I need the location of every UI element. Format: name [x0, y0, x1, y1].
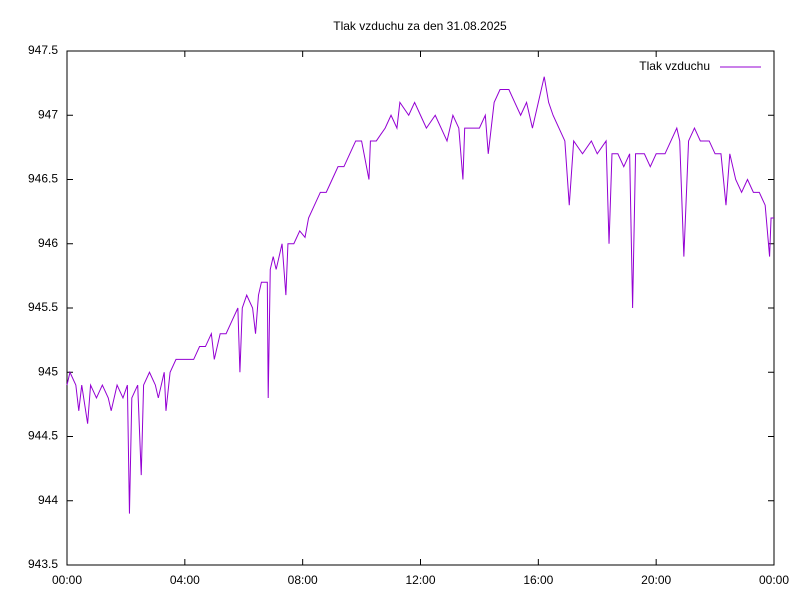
x-tick-label: 12:00: [405, 573, 435, 587]
y-tick-label: 947.5: [28, 43, 58, 57]
y-tick-label: 945: [38, 364, 58, 378]
plot-border: [66, 50, 775, 566]
x-tick-label: 00:00: [52, 573, 82, 587]
legend-label: Tlak vzduchu: [639, 59, 710, 73]
data-line: [66, 76, 774, 514]
x-tick-label: 20:00: [641, 573, 671, 587]
x-tick-label: 04:00: [170, 573, 200, 587]
x-tick-label: 16:00: [523, 573, 553, 587]
y-tick-label: 946: [38, 236, 58, 250]
y-tick-label: 944.5: [28, 429, 58, 443]
x-tick-label: 00:00: [759, 573, 789, 587]
y-tick-label: 945.5: [28, 300, 58, 314]
y-tick-label: 944: [38, 493, 58, 507]
y-tick-label: 946.5: [28, 172, 58, 186]
chart-title: Tlak vzduchu za den 31.08.2025: [333, 19, 507, 33]
y-tick-label: 947: [38, 107, 58, 121]
x-tick-label: 08:00: [288, 573, 318, 587]
y-tick-label: 943.5: [28, 557, 58, 571]
